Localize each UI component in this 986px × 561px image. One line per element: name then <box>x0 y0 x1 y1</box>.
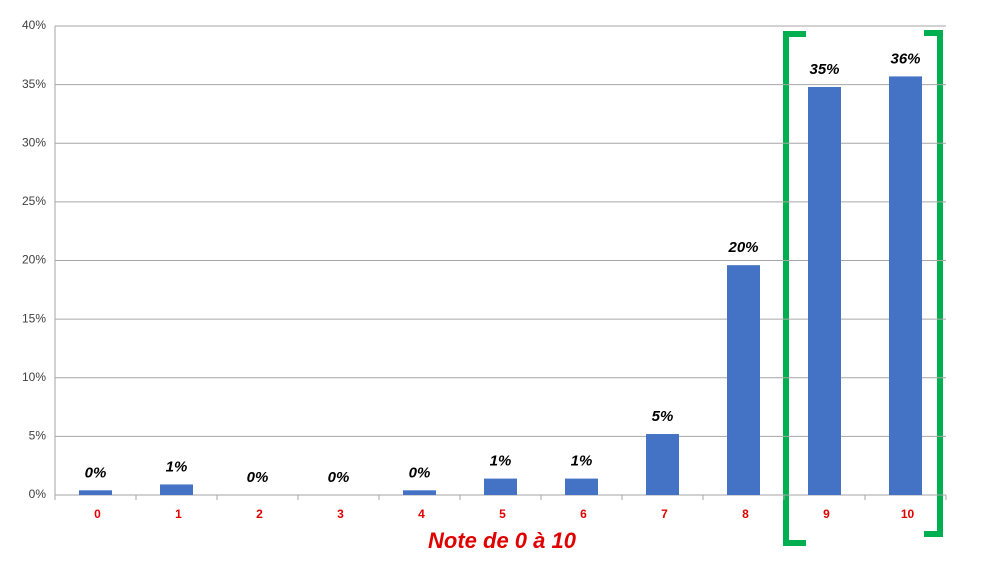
y-tick-label: 15% <box>22 311 46 325</box>
x-tick-label: 1 <box>175 507 182 521</box>
value-label: 36% <box>890 50 920 67</box>
bar <box>808 86 841 495</box>
x-tick-label: 2 <box>256 507 263 521</box>
value-label: 5% <box>652 408 674 425</box>
x-axis-label: Note de 0 à 10 <box>428 528 577 553</box>
x-tick-label: 0 <box>94 507 101 521</box>
x-tick-label: 3 <box>337 507 344 521</box>
x-tick-label: 5 <box>499 507 506 521</box>
y-tick-label: 10% <box>22 370 46 384</box>
value-label: 0% <box>247 469 269 486</box>
x-tick-label: 4 <box>418 507 425 521</box>
bar <box>160 484 193 495</box>
y-tick-label: 20% <box>22 253 46 267</box>
y-tick-label: 30% <box>22 135 46 149</box>
value-label: 1% <box>571 453 593 470</box>
highlight-bracket-left <box>783 31 806 546</box>
bar <box>646 434 679 495</box>
y-tick-label: 40% <box>22 18 46 32</box>
highlight-bracket-right <box>924 30 943 537</box>
value-label: 20% <box>727 239 758 256</box>
bar <box>565 478 598 495</box>
y-tick-label: 35% <box>22 77 46 91</box>
y-tick-label: 5% <box>29 429 47 443</box>
x-tick-label: 7 <box>661 507 668 521</box>
y-tick-label: 0% <box>29 487 47 501</box>
value-label: 1% <box>166 458 188 475</box>
x-tick-label: 10 <box>901 507 915 521</box>
value-label: 35% <box>809 61 839 78</box>
value-label: 0% <box>85 464 107 481</box>
bar <box>889 76 922 495</box>
bar <box>484 478 517 495</box>
bar <box>727 265 760 495</box>
value-label: 0% <box>328 469 350 486</box>
bar <box>79 490 112 495</box>
value-label: 1% <box>490 453 512 470</box>
x-tick-label: 8 <box>742 507 749 521</box>
x-tick-label: 9 <box>823 507 830 521</box>
y-tick-label: 25% <box>22 194 46 208</box>
value-label: 0% <box>409 464 431 481</box>
bar <box>403 490 436 495</box>
x-tick-label: 6 <box>580 507 587 521</box>
